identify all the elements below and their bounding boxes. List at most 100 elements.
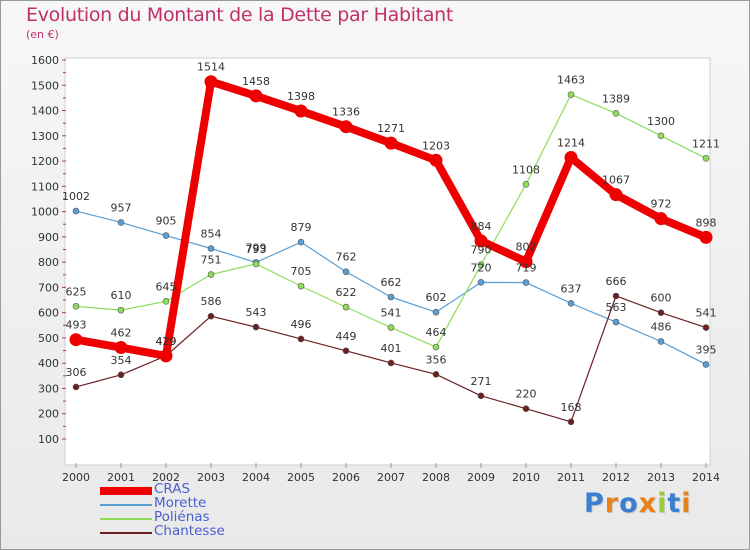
data-label: 220 (516, 388, 537, 401)
data-point (612, 292, 620, 300)
data-label: 600 (651, 292, 672, 305)
data-label: 356 (426, 353, 447, 366)
data-point (207, 312, 215, 320)
y-tick-label: 800 (38, 256, 59, 269)
data-label: 306 (66, 366, 87, 379)
data-point (297, 335, 305, 343)
data-point (567, 300, 575, 307)
data-label: 625 (66, 285, 87, 298)
data-point (567, 91, 575, 98)
data-label: 662 (381, 276, 402, 289)
data-point (207, 245, 215, 252)
data-label: 1463 (557, 74, 585, 87)
data-label: 602 (426, 291, 447, 304)
data-label: 1389 (602, 92, 630, 105)
data-label: 1002 (62, 190, 90, 203)
x-tick-label: 2013 (647, 471, 675, 484)
x-tick-label: 2012 (602, 471, 630, 484)
data-label: 271 (471, 375, 492, 388)
data-label: 705 (291, 265, 312, 278)
data-point (252, 323, 260, 331)
data-point (612, 110, 620, 117)
logo-letter: i (681, 488, 692, 519)
data-label: 462 (111, 327, 132, 340)
x-tick-label: 2006 (332, 471, 360, 484)
data-label: 1398 (287, 90, 315, 103)
data-point (519, 255, 533, 269)
y-tick-label: 700 (38, 281, 59, 294)
x-tick-label: 2009 (467, 471, 495, 484)
data-label: 541 (381, 307, 402, 320)
data-point (72, 207, 80, 215)
data-label: 884 (471, 220, 492, 233)
data-label: 395 (696, 343, 717, 356)
data-label: 1271 (377, 122, 405, 135)
data-label: 762 (336, 251, 357, 264)
logo-letter: t (667, 488, 682, 519)
logo-letter: P (584, 488, 605, 519)
data-point (249, 89, 263, 103)
chart-subtitle: (en €) (26, 28, 59, 41)
y-tick-label: 900 (38, 231, 59, 244)
data-label: 1514 (197, 61, 225, 74)
data-label: 637 (561, 282, 582, 295)
x-tick-label: 2004 (242, 471, 270, 484)
logo-letter: i (657, 488, 668, 519)
data-label: 1067 (602, 174, 630, 187)
data-point (477, 392, 485, 400)
data-label: 793 (246, 243, 267, 256)
chart-title: Evolution du Montant de la Dette par Hab… (26, 4, 454, 26)
legend-label: Poliénas (154, 509, 210, 525)
data-label: 429 (156, 335, 177, 348)
data-point (117, 219, 125, 226)
x-tick-label: 2010 (512, 471, 540, 484)
data-point (297, 282, 305, 290)
data-point (612, 318, 620, 326)
data-label: 898 (696, 216, 717, 229)
data-label: 429 (156, 335, 177, 348)
legend-label: CRAS (154, 481, 191, 497)
data-point (702, 324, 710, 331)
legend-swatch (100, 532, 152, 534)
data-point (387, 359, 395, 367)
x-tick-label: 2011 (557, 471, 585, 484)
plot-area (64, 57, 711, 466)
data-point (477, 261, 485, 268)
data-label: 464 (426, 326, 447, 339)
data-point (564, 151, 578, 165)
y-tick-label: 200 (38, 408, 59, 421)
data-label: 957 (111, 201, 132, 214)
data-label: 168 (561, 401, 582, 414)
data-point (117, 306, 125, 314)
data-label: 751 (201, 254, 222, 267)
data-label: 799 (246, 241, 267, 254)
data-label: 1300 (647, 115, 675, 128)
data-label: 354 (111, 354, 132, 367)
y-tick-label: 500 (38, 332, 59, 345)
data-point (72, 383, 80, 391)
data-point (477, 279, 485, 286)
data-label: 563 (606, 301, 627, 314)
data-point (657, 309, 665, 316)
data-point (384, 136, 398, 150)
data-point (432, 371, 440, 378)
data-label: 496 (291, 318, 312, 331)
data-label: 586 (201, 295, 222, 308)
logo-letter: x (638, 488, 658, 519)
y-tick-label: 400 (38, 357, 59, 370)
x-tick-label: 2003 (197, 471, 225, 484)
data-point (609, 188, 623, 202)
x-tick-label: 2002 (152, 471, 180, 484)
data-point (342, 303, 350, 311)
logo-letter: r (604, 488, 620, 519)
data-point (699, 230, 713, 244)
data-label: 1211 (692, 137, 720, 150)
data-point (159, 349, 173, 363)
data-point (654, 212, 668, 226)
y-tick-label: 300 (38, 382, 59, 395)
data-point (162, 232, 170, 239)
data-point (207, 271, 215, 278)
data-label: 543 (246, 306, 267, 319)
data-point (162, 297, 170, 305)
data-point (657, 338, 665, 345)
